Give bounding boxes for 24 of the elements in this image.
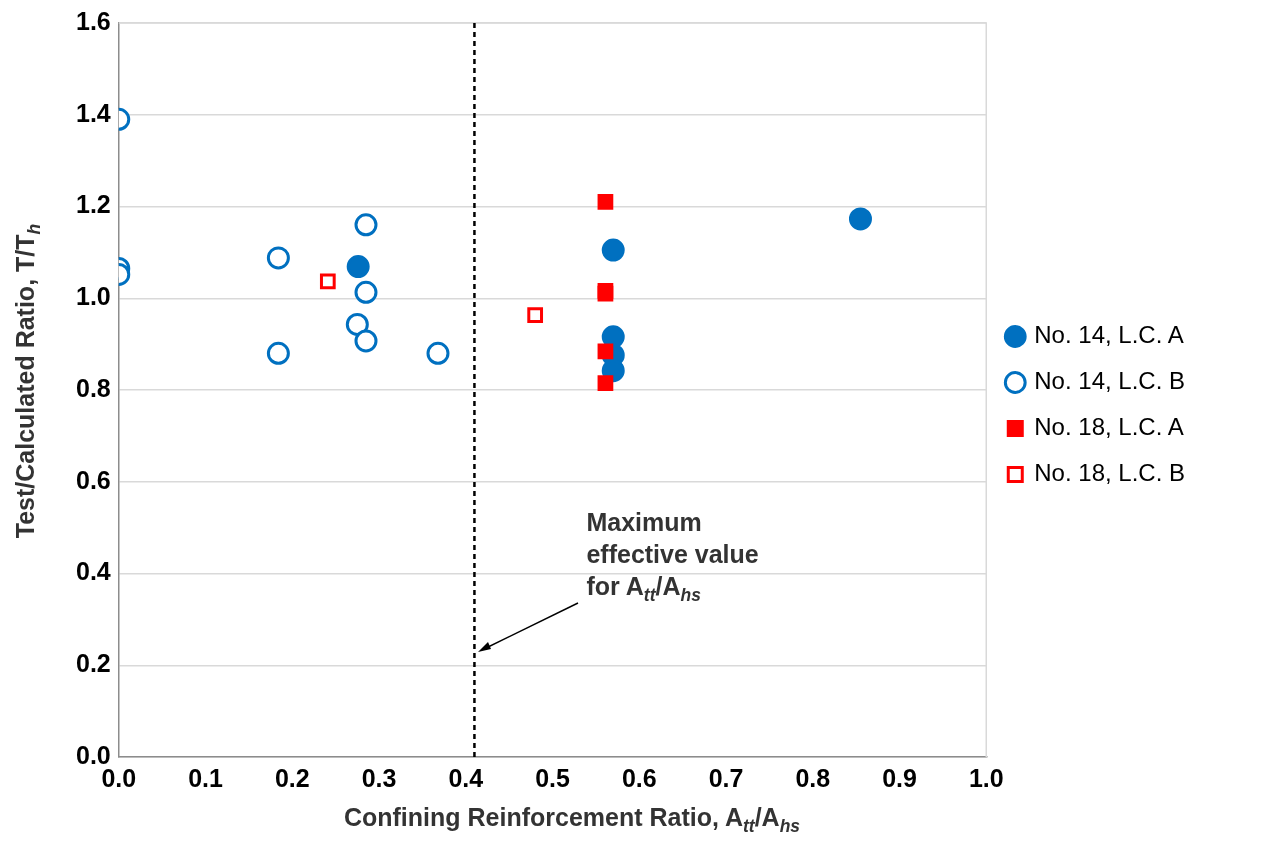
x-tick-label: 0.5 [535, 763, 570, 792]
x-tick-label: 0.2 [274, 763, 310, 792]
y-tick-label: 1.0 [75, 282, 111, 311]
y-tick-label: 1.2 [75, 190, 111, 219]
x-tick-label: 0.9 [882, 763, 917, 792]
x-tick-label: 0.1 [188, 763, 223, 792]
y-tick-label: 0.4 [75, 557, 111, 586]
x-tick-label: 0.3 [361, 763, 397, 792]
y-tick-label: 1.4 [75, 98, 111, 127]
legend-label: No. 14, L.C. A [1034, 321, 1184, 349]
x-tick-label: 0.8 [795, 763, 831, 792]
legend-label: No. 18, L.C. A [1034, 413, 1184, 441]
legend-label: No. 14, L.C. B [1034, 367, 1186, 395]
y-tick-label: 0.8 [75, 373, 111, 402]
x-tick-label: 1.0 [968, 763, 1004, 792]
y-tick-label: 1.6 [75, 6, 111, 35]
x-tick-label: 0.7 [708, 763, 744, 792]
x-tick-label: 0.4 [448, 763, 484, 792]
legend-label: No. 18, L.C. B [1034, 459, 1186, 487]
y-tick-label: 0.2 [75, 649, 111, 678]
y-tick-label: 0.6 [75, 465, 111, 494]
annotation: Maximum effective value for A$_{tt}$/A$_{hs}$ [586, 506, 759, 607]
x-tick-label: 0.6 [621, 763, 657, 792]
x-axis-title: Confining Reinforcement Ratio, A$_{tt}$/A$_{hs}$ [343, 803, 801, 837]
